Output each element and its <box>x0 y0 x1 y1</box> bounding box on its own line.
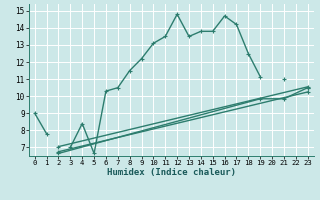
X-axis label: Humidex (Indice chaleur): Humidex (Indice chaleur) <box>107 168 236 177</box>
